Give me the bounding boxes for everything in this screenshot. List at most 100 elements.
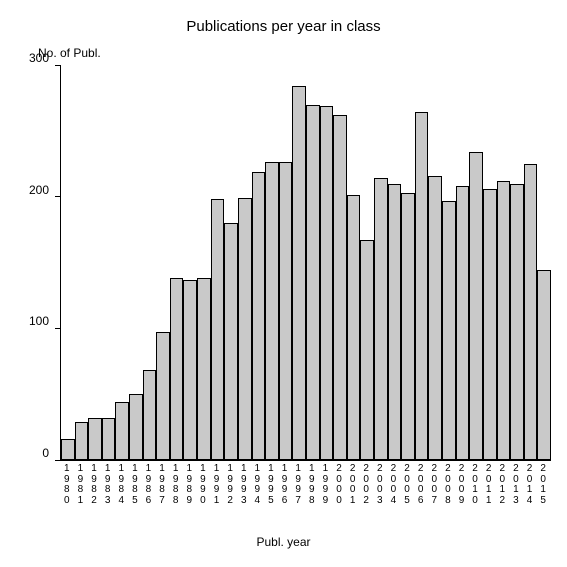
bars-container — [61, 65, 551, 460]
y-tick: 100 — [29, 328, 60, 329]
bar — [510, 184, 524, 461]
y-axis-ticks: 0 100 200 300 — [0, 65, 60, 460]
bar — [537, 270, 551, 460]
bar — [428, 176, 442, 460]
x-tick-label: 2009 — [455, 464, 469, 519]
bar-slot — [320, 65, 334, 460]
bar-slot — [88, 65, 102, 460]
bar — [211, 199, 225, 460]
bar — [292, 86, 306, 460]
y-tick-label: 100 — [29, 314, 55, 328]
bar — [401, 193, 415, 460]
x-tick-label: 1995 — [264, 464, 278, 519]
x-tick-label: 1994 — [251, 464, 265, 519]
y-tick-label: 0 — [42, 446, 55, 460]
x-tick-label: 1996 — [278, 464, 292, 519]
bar — [197, 278, 211, 460]
x-tick-label: 1999 — [319, 464, 333, 519]
bar-slot — [61, 65, 75, 460]
x-tick-label: 2005 — [400, 464, 414, 519]
bar-slot — [279, 65, 293, 460]
bar — [88, 418, 102, 460]
x-tick-label: 2012 — [496, 464, 510, 519]
bar — [170, 278, 184, 460]
bar — [524, 164, 538, 460]
bar — [333, 115, 347, 460]
bar-slot — [211, 65, 225, 460]
x-tick-label: 1990 — [196, 464, 210, 519]
bar — [224, 223, 238, 460]
bar-slot — [75, 65, 89, 460]
bar — [75, 422, 89, 460]
x-tick-label: 1991 — [210, 464, 224, 519]
x-tick-label: 2007 — [427, 464, 441, 519]
x-tick-label: 1998 — [305, 464, 319, 519]
bar — [279, 162, 293, 460]
x-tick-label: 1985 — [128, 464, 142, 519]
bar-slot — [524, 65, 538, 460]
bar — [320, 106, 334, 460]
bar-slot — [197, 65, 211, 460]
x-tick-label: 2003 — [373, 464, 387, 519]
bar-slot — [292, 65, 306, 460]
bar-slot — [388, 65, 402, 460]
x-tick-label: 2014 — [523, 464, 537, 519]
x-tick-label: 2008 — [441, 464, 455, 519]
bar-slot — [252, 65, 266, 460]
bar-slot — [360, 65, 374, 460]
x-tick-label: 1981 — [74, 464, 88, 519]
x-tick-label: 2013 — [509, 464, 523, 519]
bar-slot — [374, 65, 388, 460]
x-tick-label: 1983 — [101, 464, 115, 519]
bar-slot — [115, 65, 129, 460]
bar — [374, 178, 388, 460]
y-tick-label: 300 — [29, 51, 55, 65]
x-tick-label: 1993 — [237, 464, 251, 519]
chart-title: Publications per year in class — [0, 18, 567, 35]
x-tick-label: 2000 — [332, 464, 346, 519]
bar-slot — [510, 65, 524, 460]
bar — [347, 195, 361, 460]
bar-slot — [170, 65, 184, 460]
bar-slot — [238, 65, 252, 460]
y-tick-label: 200 — [29, 183, 55, 197]
bar — [238, 198, 252, 460]
bar — [183, 280, 197, 460]
bar — [143, 370, 157, 460]
x-tick-label: 2002 — [359, 464, 373, 519]
bar-slot — [537, 65, 551, 460]
bar — [61, 439, 75, 460]
bar — [483, 189, 497, 460]
bar-slot — [143, 65, 157, 460]
bar-slot — [102, 65, 116, 460]
x-tick-label: 1982 — [87, 464, 101, 519]
bar — [306, 105, 320, 461]
bar — [442, 201, 456, 460]
x-tick-label: 1989 — [182, 464, 196, 519]
x-tick-label: 2011 — [482, 464, 496, 519]
bar-slot — [156, 65, 170, 460]
bar — [388, 184, 402, 461]
x-axis-label: Publ. year — [0, 535, 567, 549]
bar-slot — [401, 65, 415, 460]
bar-slot — [483, 65, 497, 460]
publications-bar-chart: Publications per year in class No. of Pu… — [0, 0, 567, 567]
x-tick-label: 1997 — [291, 464, 305, 519]
y-tick: 200 — [29, 196, 60, 197]
x-tick-label: 1986 — [142, 464, 156, 519]
x-tick-label: 2004 — [387, 464, 401, 519]
bar — [415, 112, 429, 460]
x-tick-label: 2015 — [536, 464, 550, 519]
bar-slot — [333, 65, 347, 460]
x-tick-label: 1987 — [155, 464, 169, 519]
bar-slot — [347, 65, 361, 460]
bar — [129, 394, 143, 460]
bar — [265, 162, 279, 460]
bar-slot — [442, 65, 456, 460]
x-tick-label: 1980 — [60, 464, 74, 519]
y-tick: 300 — [29, 65, 60, 66]
bar — [456, 186, 470, 460]
x-tick-label: 2001 — [346, 464, 360, 519]
bar — [102, 418, 116, 460]
bar — [115, 402, 129, 460]
